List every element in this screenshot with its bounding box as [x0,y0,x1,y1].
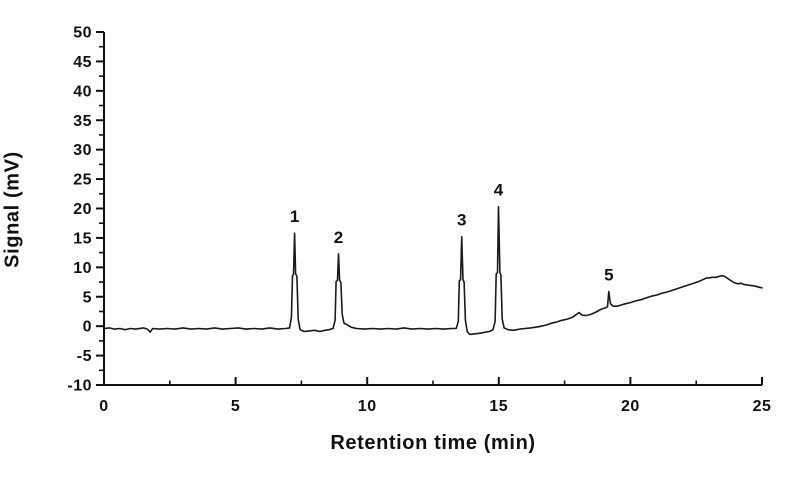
y-tick-label: 25 [73,172,92,189]
y-tick-label: 45 [73,54,92,71]
y-tick-label: 40 [73,83,92,100]
y-tick-label: 15 [73,230,92,247]
x-tick-label: 25 [753,398,772,415]
y-tick-label: 35 [73,113,92,130]
peak-label-2: 2 [334,228,343,247]
y-tick-label: 0 [83,319,92,336]
y-tick-label: -5 [77,348,92,365]
x-tick-label: 5 [231,398,240,415]
peak-label-5: 5 [604,265,613,284]
x-tick-label: 10 [358,398,377,415]
peak-label-4: 4 [494,181,504,200]
x-tick-label: 0 [99,398,108,415]
y-axis-title: Signal (mV) [1,151,24,268]
y-tick-label: -10 [67,378,92,395]
y-tick-label: 30 [73,142,92,159]
chromatogram-trace [103,205,763,336]
y-tick-label: 10 [73,260,92,277]
y-tick-label: 5 [83,289,92,306]
y-tick-label: 20 [73,201,92,218]
peak-label-3: 3 [457,211,466,230]
x-tick-label: 15 [489,398,508,415]
x-tick-label: 20 [621,398,640,415]
x-axis-title: Retention time (min) [330,432,536,454]
y-tick-label: 50 [73,25,92,42]
peak-label-1: 1 [290,207,299,226]
